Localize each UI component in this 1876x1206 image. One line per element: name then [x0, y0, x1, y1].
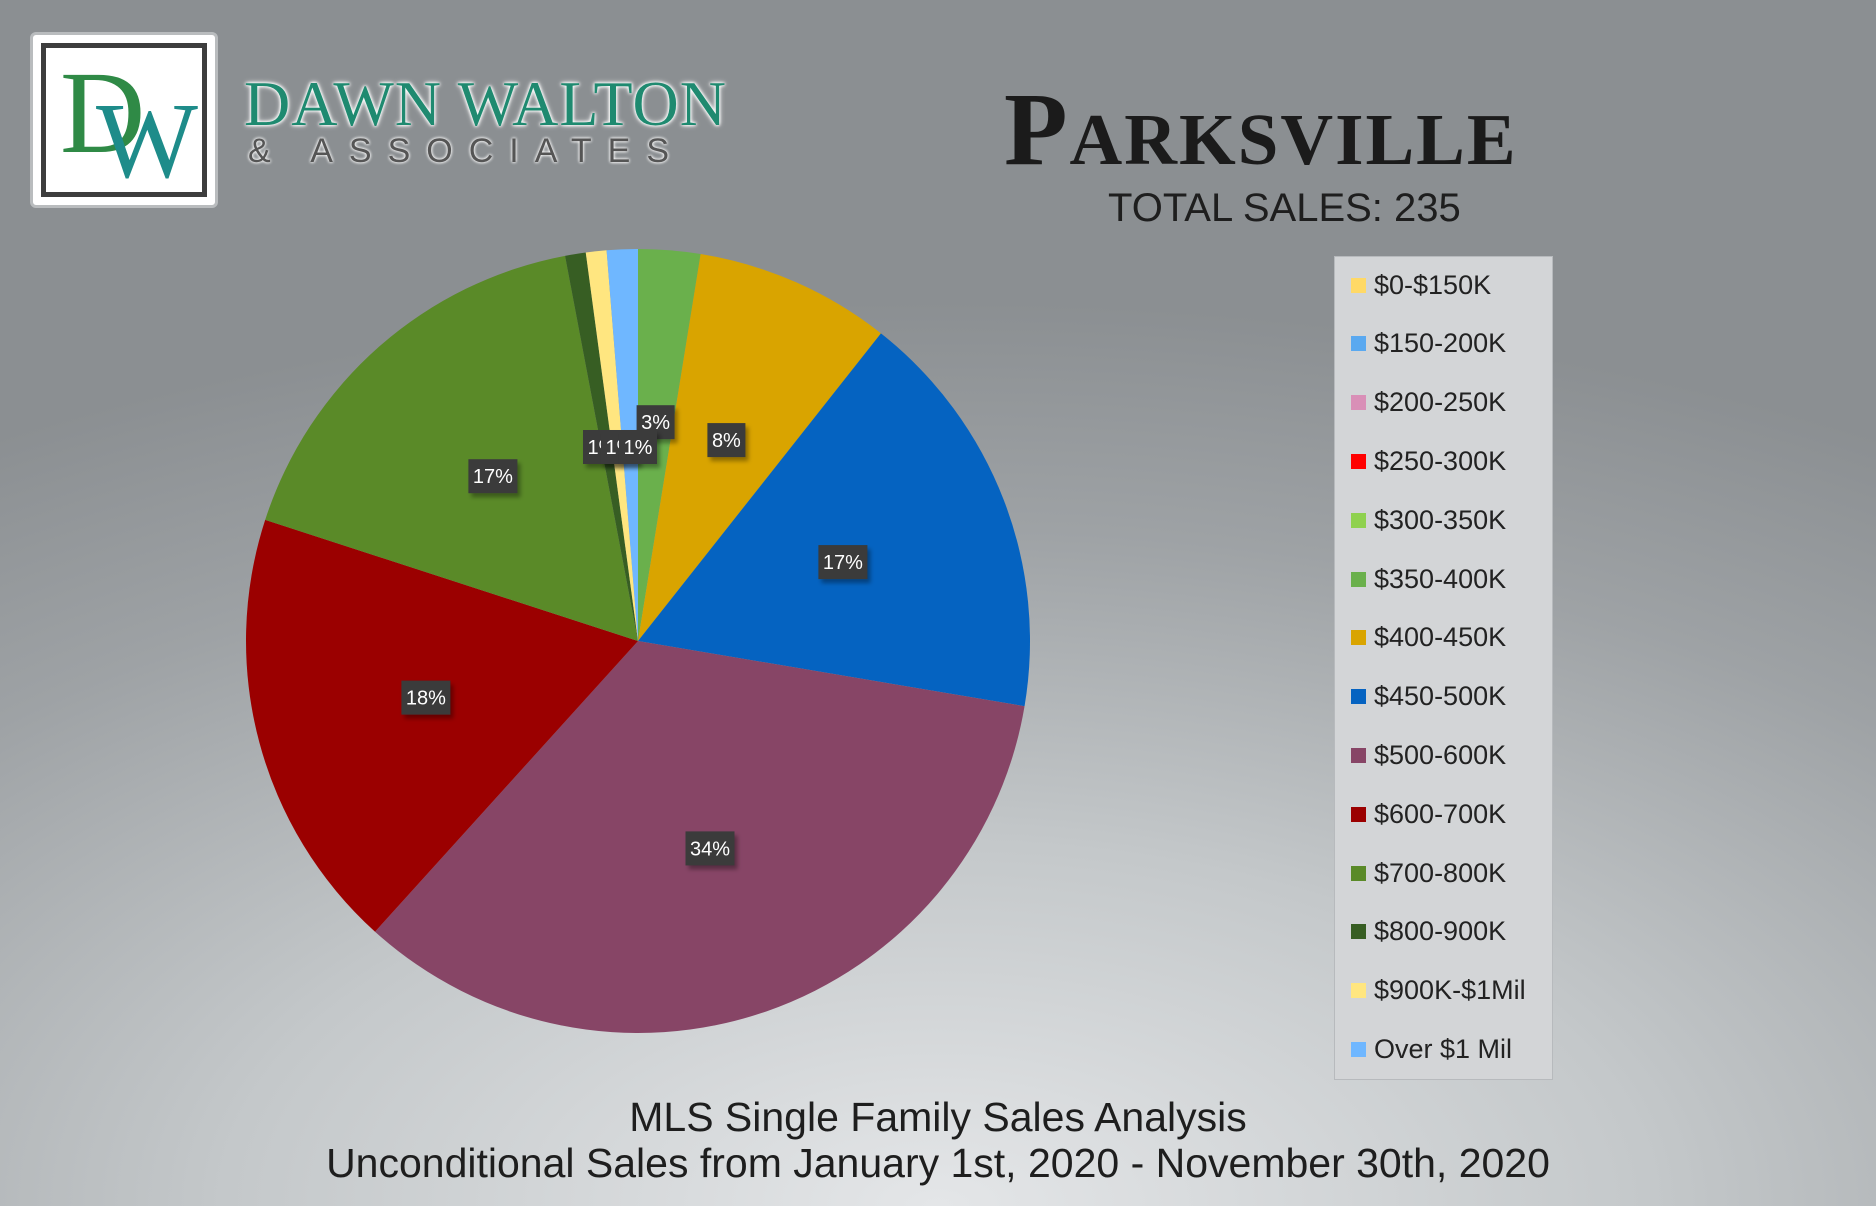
legend-label: $200-250K: [1374, 387, 1507, 418]
legend-swatch: [1351, 453, 1366, 469]
legend-label: $250-300K: [1374, 445, 1507, 476]
legend-swatch: [1351, 571, 1366, 587]
legend-item: $800-900K: [1351, 914, 1506, 950]
svg-text:34%: 34%: [690, 838, 730, 860]
pie-slice: [246, 519, 638, 932]
svg-text:17%: 17%: [823, 552, 863, 574]
legend-swatch: [1351, 865, 1366, 881]
legend-item: $400-450K: [1351, 620, 1506, 656]
pie-slice: [638, 333, 1030, 707]
legend-item: $600-700K: [1351, 796, 1506, 832]
svg-text:1%: 1%: [624, 437, 653, 459]
pie-data-label: 17%: [818, 545, 868, 580]
logo-monogram-d: D: [60, 47, 146, 178]
legend-label: $500-600K: [1374, 739, 1507, 770]
footer-date-range: Unconditional Sales from January 1st, 20…: [326, 1140, 1550, 1186]
footer-title: MLS Single Family Sales Analysis: [629, 1094, 1247, 1140]
legend-swatch: [1351, 924, 1366, 940]
legend-item: $200-250K: [1351, 385, 1506, 421]
legend-item: $500-600K: [1351, 737, 1506, 773]
legend-item: $900K-$1Mil: [1351, 973, 1526, 1009]
legend-swatch: [1351, 806, 1366, 822]
legend-swatch: [1351, 630, 1366, 646]
total-sales: TOTAL SALES: 235: [1108, 186, 1461, 230]
brand-name: DAWN WALTON: [244, 68, 727, 139]
svg-text:18%: 18%: [406, 688, 446, 710]
legend-label: $450-500K: [1374, 681, 1507, 712]
legend-label: $800-900K: [1374, 916, 1507, 947]
legend-item: $150-200K: [1351, 326, 1506, 362]
svg-text:8%: 8%: [712, 430, 741, 452]
legend-swatch: [1351, 747, 1366, 763]
legend-label: $400-450K: [1374, 622, 1507, 653]
legend-swatch: [1351, 512, 1366, 528]
logo-badge: D W: [30, 32, 218, 208]
pie-slices: [246, 249, 1030, 1034]
legend-item: $700-800K: [1351, 855, 1506, 891]
svg-text:3%: 3%: [641, 412, 670, 434]
pie-data-labels: 3%8%17%34%18%17%1%1%1%: [401, 405, 868, 866]
pie-data-label: 8%: [707, 423, 746, 458]
legend-label: $900K-$1Mil: [1374, 975, 1526, 1006]
svg-text:17%: 17%: [473, 466, 513, 488]
legend-item: $350-400K: [1351, 561, 1506, 597]
legend-label: $0-$150K: [1374, 269, 1492, 300]
pie-slice: [638, 254, 881, 641]
legend-label: $150-200K: [1374, 328, 1507, 359]
pie-data-label: 1%: [619, 430, 657, 464]
legend-swatch: [1351, 689, 1366, 705]
pie-data-label: 18%: [401, 680, 451, 715]
logo-frame: D W: [41, 43, 207, 197]
legend-swatch: [1351, 336, 1366, 352]
legend-label: $700-800K: [1374, 857, 1507, 888]
legend-item: $450-500K: [1351, 679, 1506, 715]
legend-swatch: [1351, 277, 1366, 293]
legend-swatch: [1351, 1041, 1366, 1057]
legend-item: Over $1 Mil: [1351, 1031, 1512, 1067]
pie-slice: [638, 249, 701, 641]
logo-monogram-w: W: [96, 82, 198, 201]
legend-item: $250-300K: [1351, 443, 1506, 479]
brand-subtitle: & ASSOCIATES: [248, 132, 686, 170]
pie-data-label: 34%: [685, 831, 735, 866]
legend-swatch: [1351, 395, 1366, 411]
legend-swatch: [1351, 983, 1366, 999]
legend-label: $300-350K: [1374, 504, 1507, 535]
legend-label: $600-700K: [1374, 798, 1507, 829]
chart-legend: $0-$150K $150-200K $200-250K $250-300K $300-…: [1334, 256, 1553, 1080]
legend-label: $350-400K: [1374, 563, 1507, 594]
pie-slice: [265, 255, 638, 641]
page-title: Parksville: [1004, 72, 1518, 187]
legend-item: $300-350K: [1351, 502, 1506, 538]
legend-label: Over $1 Mil: [1374, 1033, 1513, 1064]
legend-item: $0-$150K: [1351, 267, 1491, 303]
pie-data-label: 17%: [468, 459, 518, 494]
